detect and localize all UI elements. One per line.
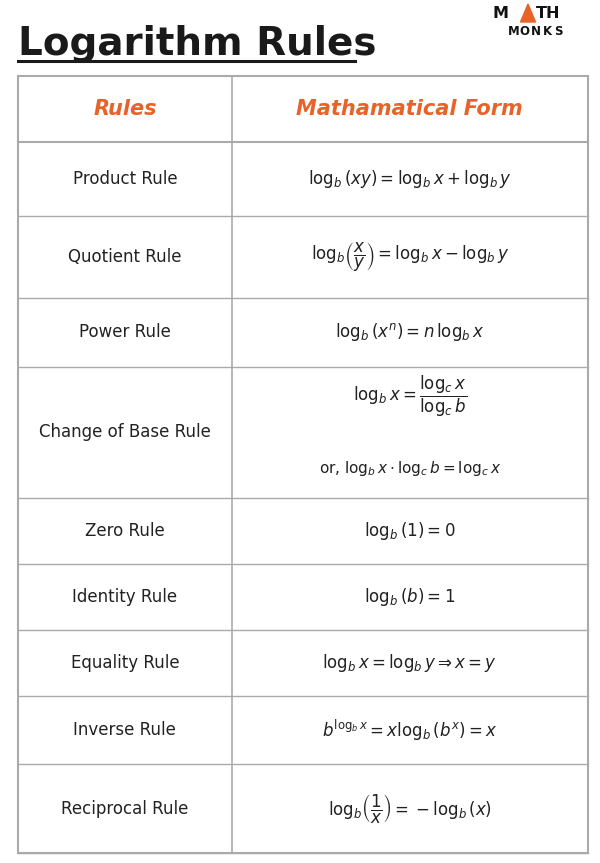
Text: Product Rule: Product Rule xyxy=(73,170,177,188)
Text: $\log_b(x^n) = n\,\log_b x$: $\log_b(x^n) = n\,\log_b x$ xyxy=(335,321,485,343)
Text: Logarithm Rules: Logarithm Rules xyxy=(18,25,377,63)
Text: M: M xyxy=(492,5,508,21)
Text: $\log_b x = \dfrac{\log_c x}{\log_c b}$: $\log_b x = \dfrac{\log_c x}{\log_c b}$ xyxy=(353,374,467,419)
Text: or, $\log_b x \cdot \log_c b = \log_c x$: or, $\log_b x \cdot \log_c b = \log_c x$ xyxy=(319,459,501,478)
Text: N: N xyxy=(531,24,541,37)
Text: Change of Base Rule: Change of Base Rule xyxy=(39,423,211,441)
Text: $b^{\log_b x} = x\log_b(b^x) = x$: $b^{\log_b x} = x\log_b(b^x) = x$ xyxy=(322,717,497,742)
Text: $\log_b x = \log_b y \Rightarrow x = y$: $\log_b x = \log_b y \Rightarrow x = y$ xyxy=(322,652,497,674)
Text: M: M xyxy=(508,24,520,37)
Text: Inverse Rule: Inverse Rule xyxy=(73,721,176,739)
Text: Identity Rule: Identity Rule xyxy=(73,588,178,606)
Text: $\log_b\!\left(\dfrac{1}{x}\right) = -\log_b(x)$: $\log_b\!\left(\dfrac{1}{x}\right) = -\l… xyxy=(328,792,492,825)
Text: Zero Rule: Zero Rule xyxy=(85,521,165,539)
Text: Power Rule: Power Rule xyxy=(79,324,171,342)
Text: $\log_b\!\left(\dfrac{x}{y}\right) = \log_b x - \log_b y$: $\log_b\!\left(\dfrac{x}{y}\right) = \lo… xyxy=(311,241,509,274)
Text: Rules: Rules xyxy=(93,99,157,119)
Text: O: O xyxy=(520,24,530,37)
Text: Mathamatical Form: Mathamatical Form xyxy=(296,99,523,119)
Text: Equality Rule: Equality Rule xyxy=(71,654,179,671)
Text: $\log_b(1) = 0$: $\log_b(1) = 0$ xyxy=(364,520,455,542)
Text: $\log_b(b) = 1$: $\log_b(b) = 1$ xyxy=(364,586,455,608)
Text: K: K xyxy=(542,24,551,37)
Text: TH: TH xyxy=(536,5,560,21)
Text: $\log_b(xy) = \log_b x + \log_b y$: $\log_b(xy) = \log_b x + \log_b y$ xyxy=(308,168,512,190)
Text: S: S xyxy=(554,24,563,37)
Text: Reciprocal Rule: Reciprocal Rule xyxy=(61,799,188,817)
Polygon shape xyxy=(521,4,536,22)
Text: Quotient Rule: Quotient Rule xyxy=(68,249,182,266)
